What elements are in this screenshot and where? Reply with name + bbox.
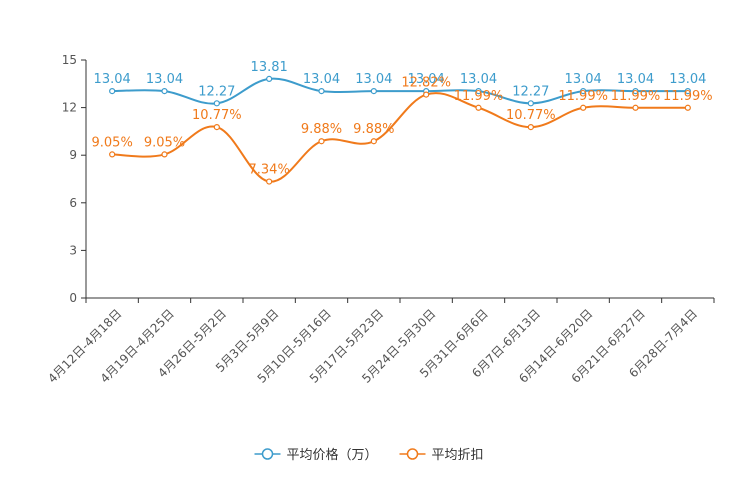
data-point	[580, 87, 587, 95]
y-tick-label: 0	[69, 291, 77, 305]
legend-item-1[interactable]: 平均折扣	[399, 448, 484, 463]
y-tick-label: 12	[62, 101, 77, 115]
y-tick-label: 3	[69, 243, 77, 257]
data-point	[109, 151, 116, 158]
legend-label: 平均价格（万）	[287, 447, 378, 463]
data-label: 9.05%	[92, 135, 133, 150]
data-label: 10.77%	[506, 108, 556, 123]
legend-label: 平均折扣	[432, 448, 484, 463]
series-lines	[109, 75, 691, 185]
data-point	[109, 87, 116, 95]
y-tick-label: 9	[69, 148, 77, 162]
data-point	[632, 104, 639, 111]
data-point	[318, 138, 325, 145]
data-point	[475, 87, 482, 95]
data-label: 13.04	[303, 72, 340, 87]
data-label: 13.04	[460, 72, 497, 87]
data-label: 13.04	[669, 72, 706, 87]
data-point	[632, 87, 639, 95]
series-line-1	[112, 92, 688, 183]
data-point	[527, 124, 534, 131]
data-point	[370, 87, 377, 95]
data-label: 10.77%	[192, 108, 242, 123]
data-label: 12.27	[512, 84, 549, 99]
data-label: 12.27	[198, 84, 235, 99]
data-point	[370, 138, 377, 145]
data-label: 13.04	[617, 72, 654, 87]
series-line-0	[112, 77, 688, 105]
data-point	[527, 100, 534, 107]
data-label: 9.05%	[144, 135, 185, 150]
data-label: 9.88%	[353, 122, 394, 137]
data-label: 11.99%	[611, 89, 661, 104]
data-label: 13.04	[146, 72, 183, 87]
data-label: 13.04	[408, 72, 445, 87]
data-point	[266, 75, 273, 82]
data-label: 13.04	[565, 72, 602, 87]
data-point	[213, 100, 220, 107]
data-point	[161, 151, 168, 158]
data-label: 9.88%	[301, 122, 342, 137]
y-tick-label: 6	[69, 196, 77, 210]
data-point	[580, 104, 587, 111]
data-label: 11.99%	[558, 89, 608, 104]
legend-item-0[interactable]: 平均价格（万）	[254, 447, 378, 463]
data-point	[475, 104, 482, 111]
data-point	[213, 124, 220, 131]
data-point	[266, 178, 273, 185]
data-label: 11.99%	[454, 89, 504, 104]
y-tick-label: 15	[62, 53, 77, 67]
data-label: 7.34%	[249, 163, 290, 178]
data-label: 11.99%	[663, 89, 713, 104]
legend-marker-icon	[261, 448, 274, 460]
legend-marker-icon	[406, 448, 419, 460]
data-label: 13.81	[251, 60, 288, 75]
data-point	[423, 91, 430, 98]
legend[interactable]: 平均价格（万） 平均折扣	[254, 447, 484, 463]
data-point	[161, 87, 168, 95]
data-label: 12.82%	[401, 76, 451, 91]
data-label: 13.04	[94, 72, 131, 87]
data-point	[684, 87, 691, 95]
data-point	[684, 104, 691, 111]
data-label: 13.04	[355, 72, 392, 87]
data-labels: 13.04 13.04 12.27 13.81 13.04 13.04 13.04 13.04…	[92, 60, 713, 178]
data-point	[318, 87, 325, 95]
